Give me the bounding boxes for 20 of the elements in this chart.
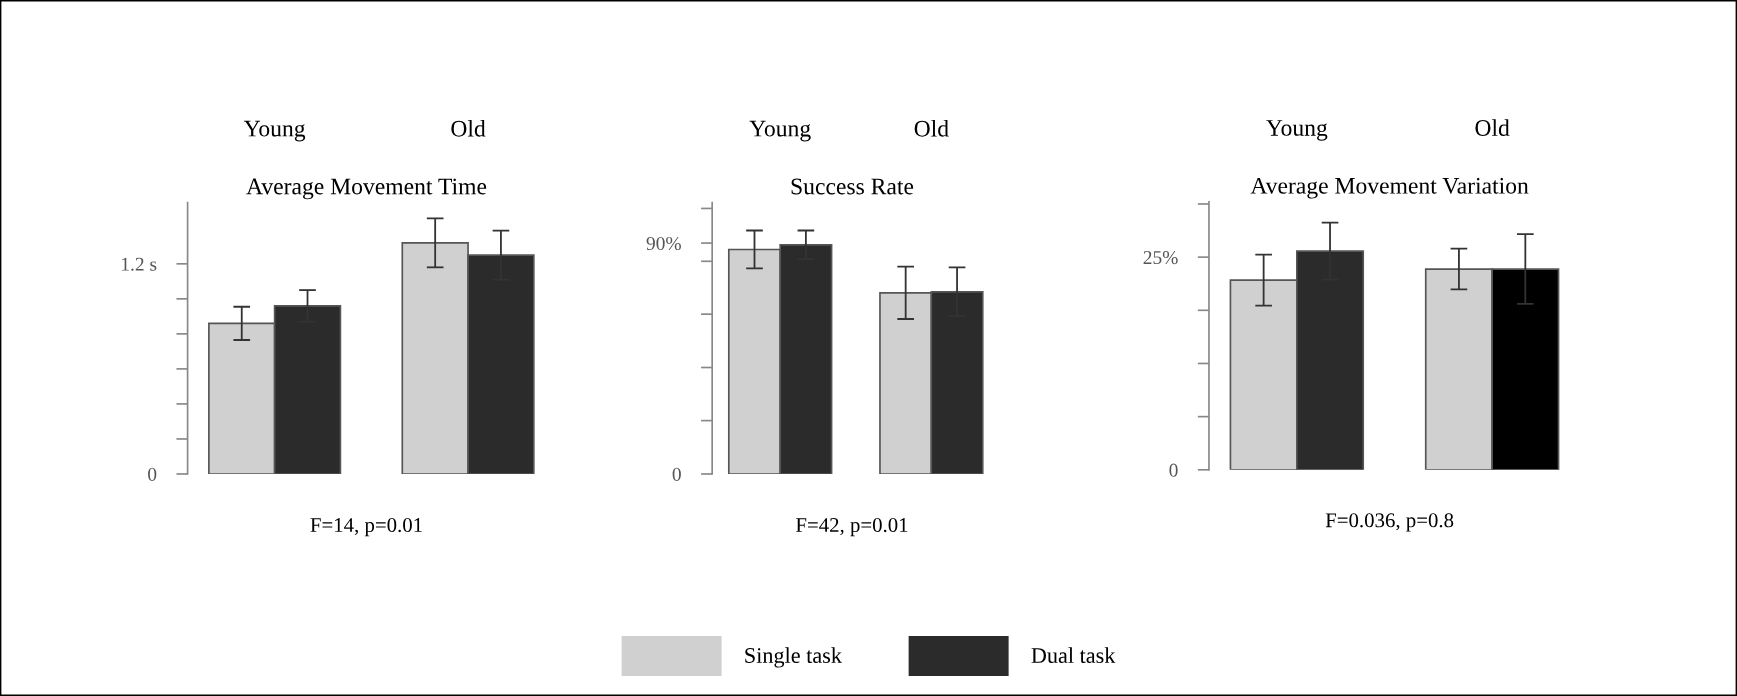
legend-label: Single task (745, 647, 842, 668)
y-tick-label: 25% (1143, 250, 1178, 265)
x-tick-label: Old (1475, 119, 1510, 136)
legend-label: Dual task (1031, 647, 1116, 663)
text: F=0.036, p=0.8 (1325, 513, 1454, 532)
chart-title: Success Rate (791, 178, 914, 195)
x-tick-label: Young (1266, 120, 1328, 141)
y-tick-label: 90% (646, 236, 681, 251)
text: F=14, p=0.01 (310, 518, 422, 537)
text: F=42, p=0.01 (795, 518, 908, 537)
y-tick-label: 0 (672, 467, 681, 481)
x-tick-label: Old (914, 120, 949, 137)
y-tick-label: 0 (1169, 463, 1178, 477)
x-tick-label: Old (451, 120, 486, 137)
y-tick-label: 1.2 s (122, 257, 157, 271)
y-tick-label: 0 (148, 467, 157, 481)
chart-title: Average Movement Time (246, 178, 487, 200)
x-tick-label: Young (749, 120, 811, 142)
x-tick-label: Young (243, 120, 306, 142)
chart-title: Average Movement Variation (1250, 177, 1529, 199)
